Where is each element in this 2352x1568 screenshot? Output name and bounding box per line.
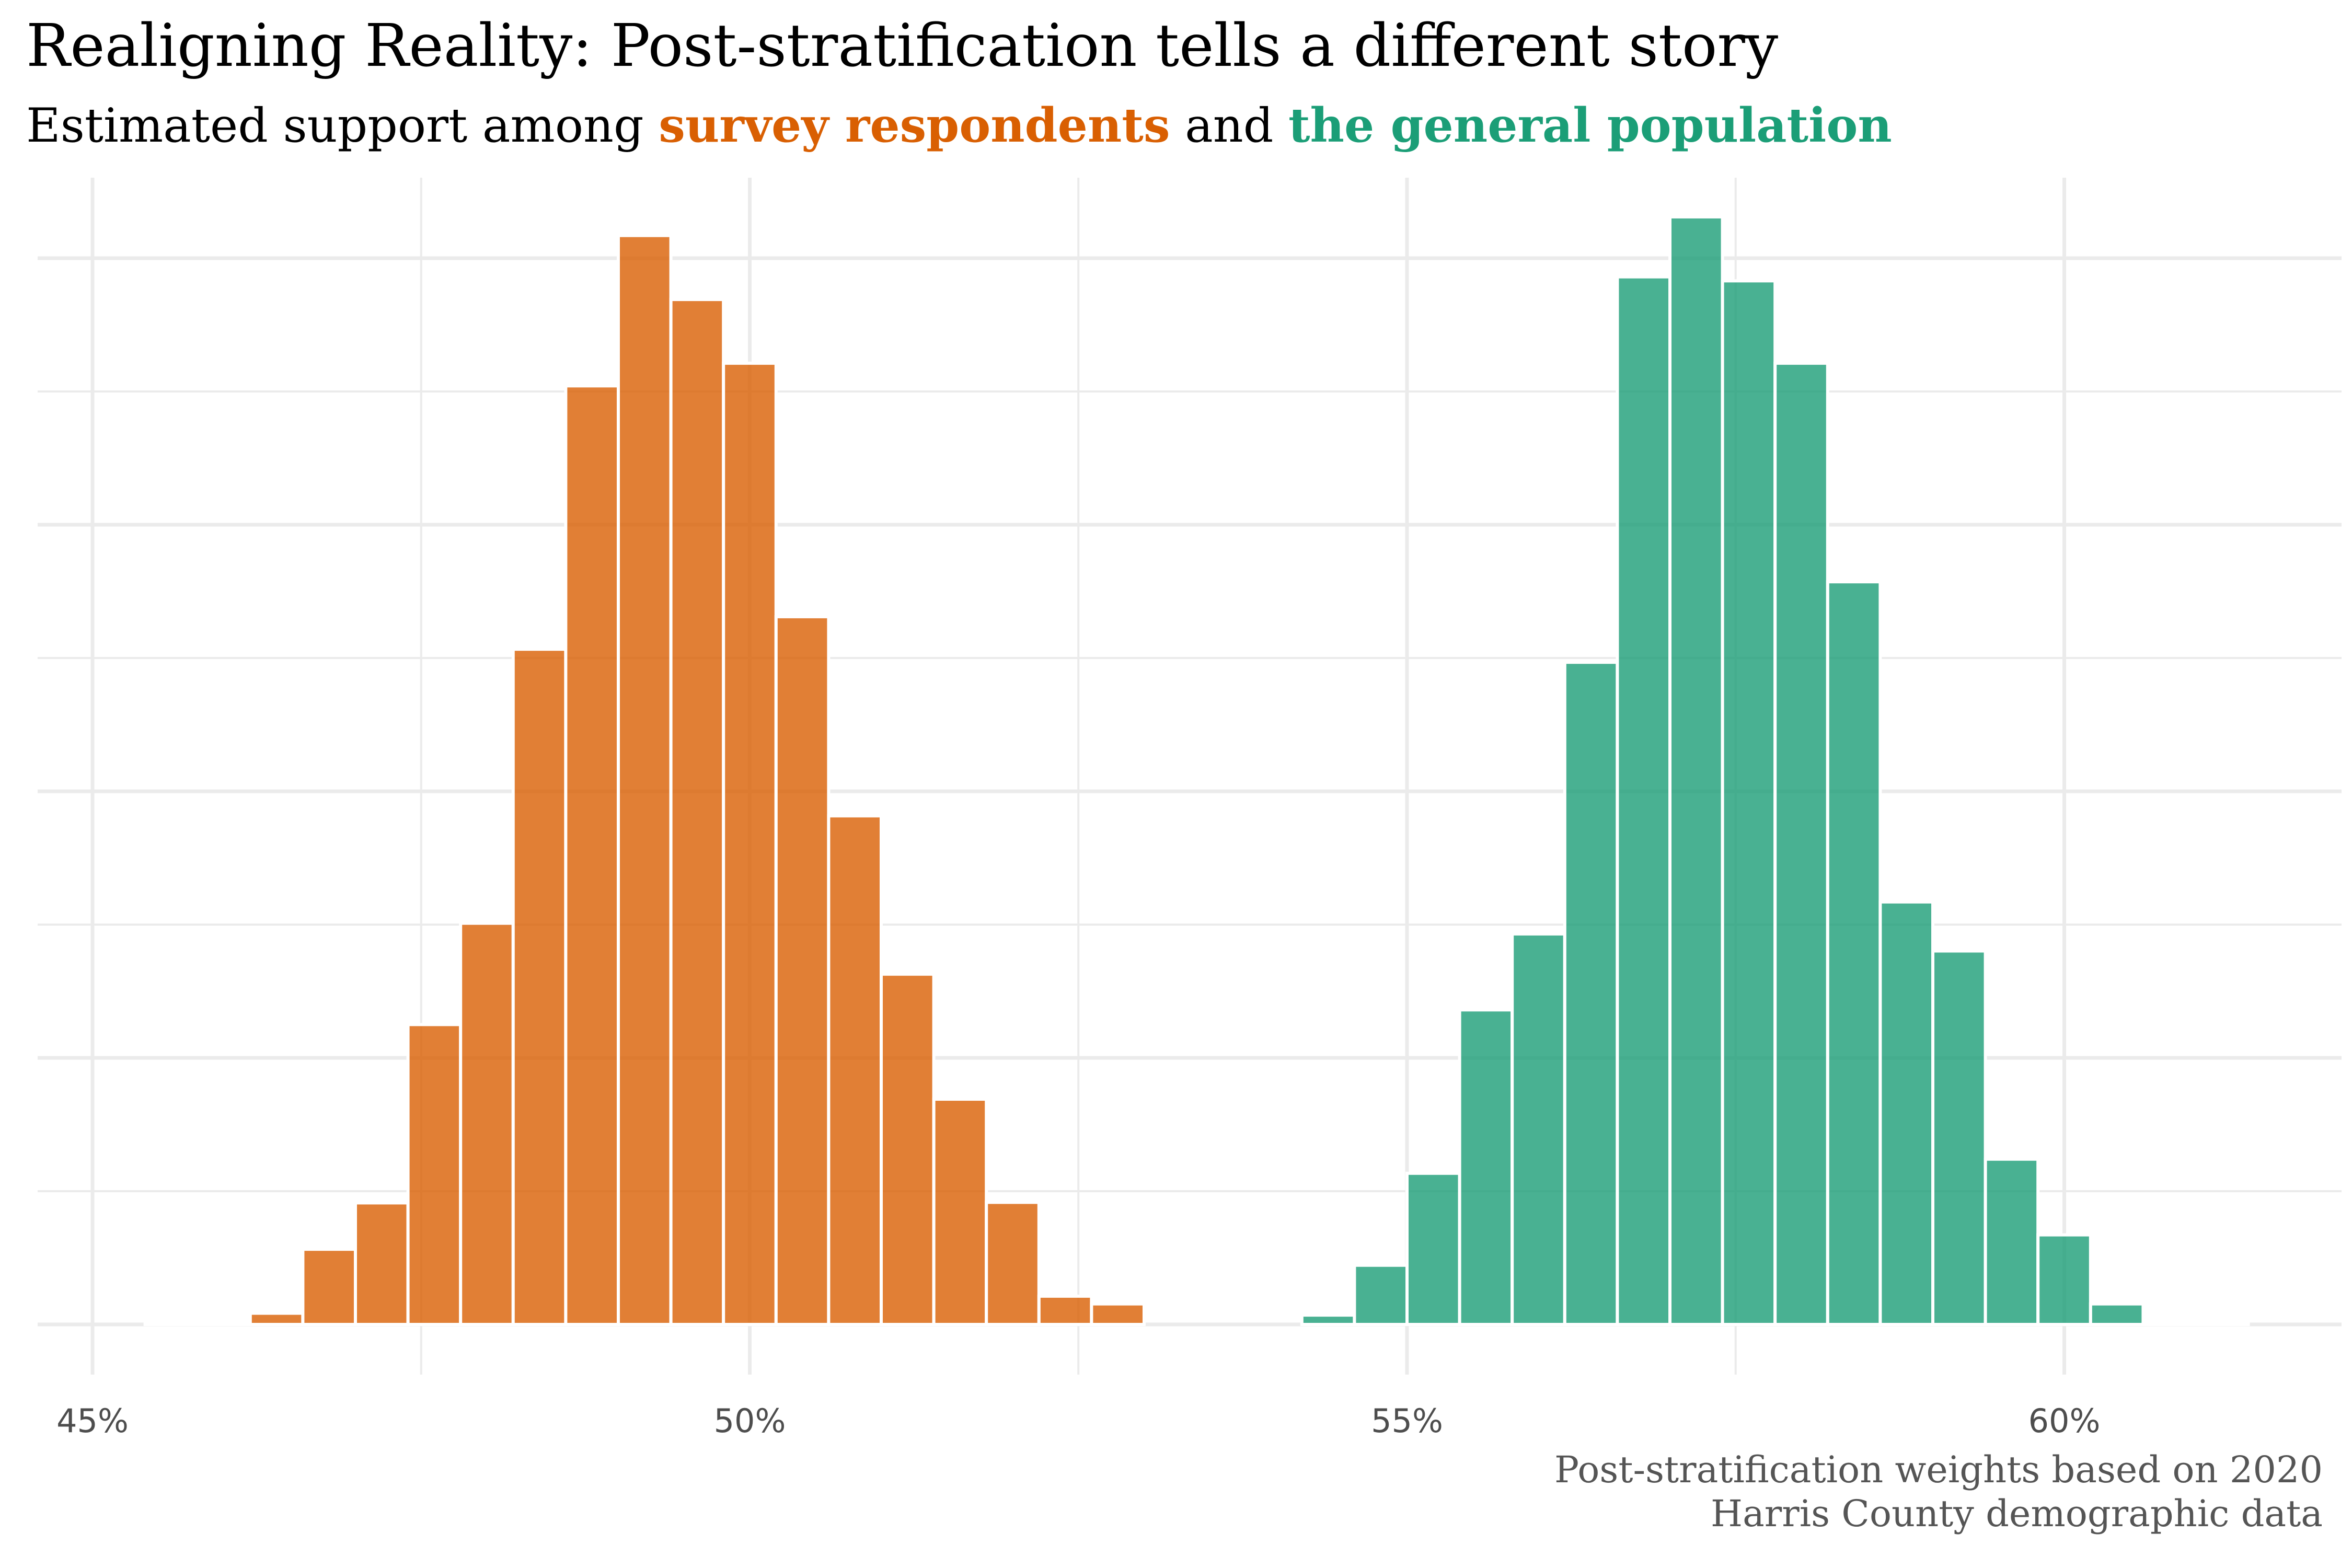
chart-caption: Post-stratification weights based on 202… [1554,1448,2323,1536]
histogram-bar-survey [354,1201,410,1326]
histogram-bar-population [1616,275,1671,1327]
histogram-bar-survey [617,234,673,1327]
histogram-bar-survey [774,615,831,1326]
histogram-bar-survey [459,921,515,1326]
histogram-bar-population [1300,1313,1356,1326]
histogram-bar-survey [196,1322,252,1326]
histogram-bar-population [1668,215,1724,1327]
x-tick-label: 50% [714,1402,786,1440]
histogram-bar-survey [827,814,883,1327]
histogram-bar-survey [932,1098,988,1327]
histogram-bar-population [1984,1157,2040,1327]
histogram-bar-survey [143,1322,200,1326]
subtitle-prefix: Estimated support among [26,98,659,153]
histogram-bar-population [1563,661,1619,1326]
histogram-bar-survey [248,1311,305,1327]
histogram-bar-population [1931,949,1987,1326]
caption-line-1: Post-stratification weights based on 202… [1554,1448,2323,1491]
histogram-bars [143,215,2250,1327]
histogram-bar-population [2194,1322,2250,1326]
subtitle-middle: and [1170,98,1288,153]
chart-title: Realigning Reality: Post-stratification … [26,12,1779,80]
caption-line-2: Harris County demographic data [1711,1492,2323,1535]
histogram-bar-survey [406,1023,463,1326]
histogram-bar-survey [880,972,936,1326]
histogram-bar-population [1405,1171,1461,1327]
histogram-bar-population [1721,279,1777,1326]
histogram-bar-population [2141,1322,2197,1326]
histogram-bar-survey [1090,1302,1146,1326]
subtitle-series1-label: survey respondents [659,98,1170,153]
histogram-bar-population [1353,1263,1409,1327]
x-tick-label: 55% [1371,1402,1443,1440]
histogram-bar-population [2036,1233,2092,1326]
x-tick-label: 60% [2028,1402,2101,1440]
histogram-bar-survey [722,361,778,1327]
histogram-bar-population [1511,932,1566,1326]
histogram-bar-population [1458,1008,1514,1326]
chart-subtitle: Estimated support among survey responden… [26,97,1892,154]
x-axis: 45% 50% 55% 60% [56,1402,2100,1440]
histogram-bar-survey [669,298,725,1326]
histogram-bar-survey [985,1201,1041,1326]
histogram-bar-survey [511,648,568,1326]
histogram-bar-survey [301,1248,358,1326]
histogram-bar-population [1773,361,1829,1327]
histogram-bar-population [2089,1302,2145,1326]
histogram-bar-survey [1037,1294,1093,1326]
subtitle-series2-label: the general population [1288,98,1892,153]
x-tick-label: 45% [56,1402,129,1440]
histogram-bar-population [1826,580,1882,1326]
histogram-bar-population [1878,900,1934,1326]
histogram-bar-survey [564,384,620,1326]
